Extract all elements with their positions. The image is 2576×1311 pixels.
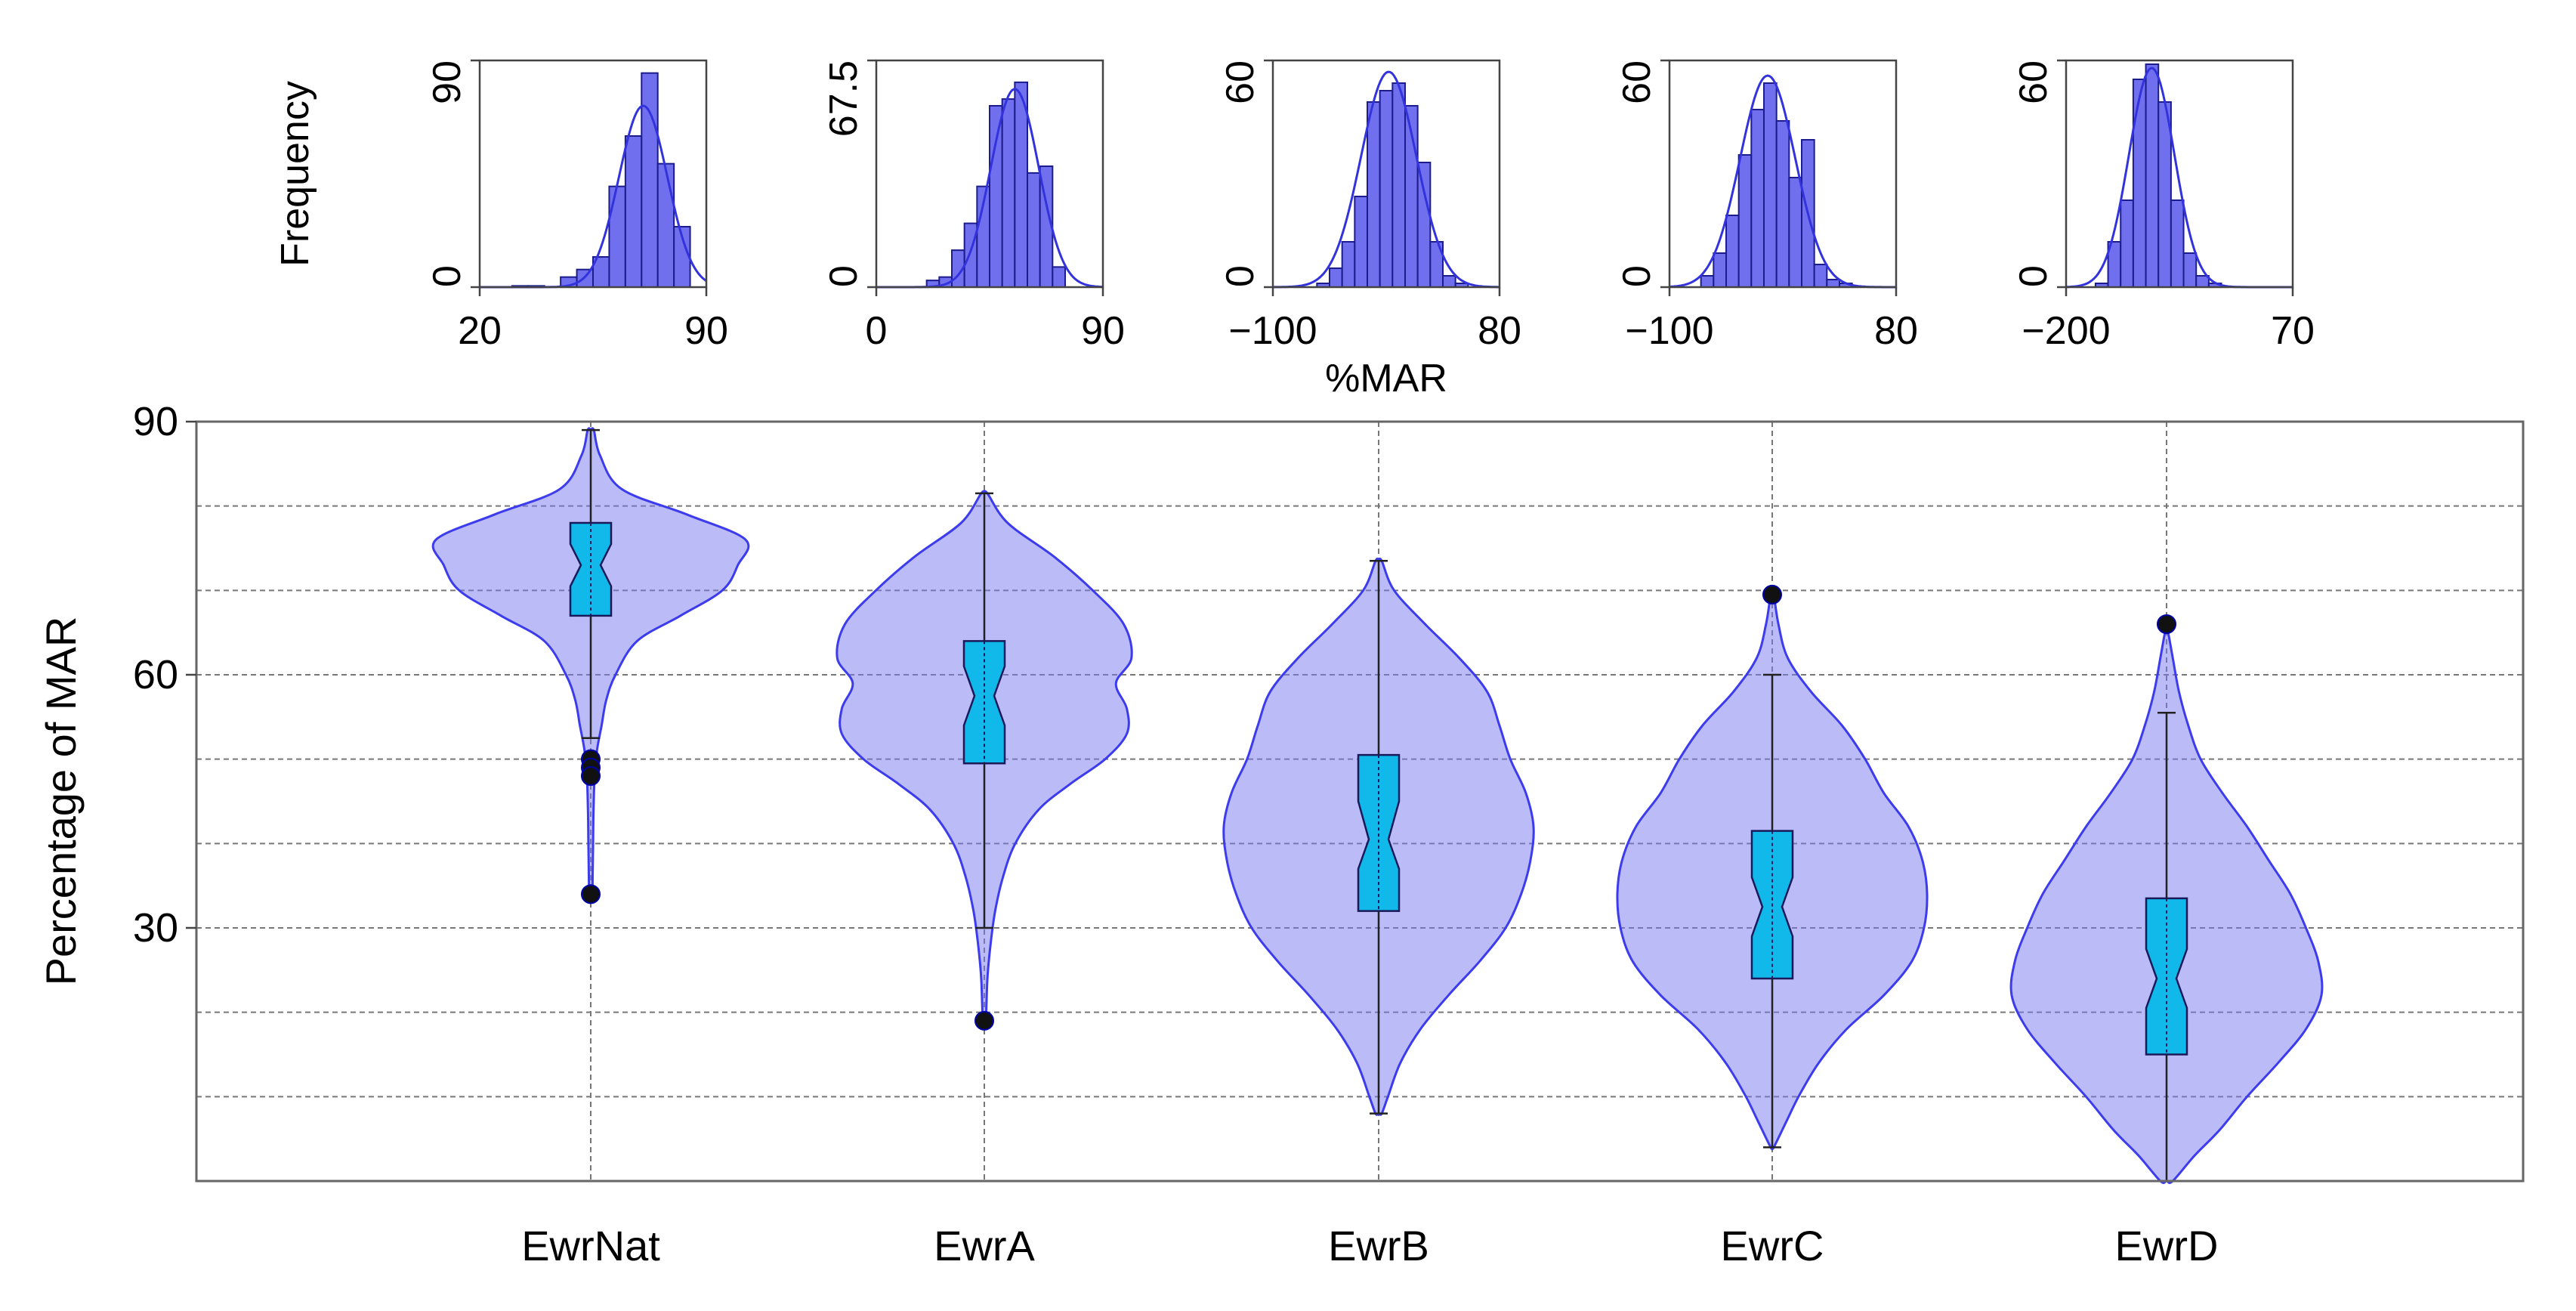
- notched-box: [1357, 753, 1401, 912]
- notched-box: [2145, 897, 2188, 1056]
- hist-bar: [1813, 264, 1828, 288]
- x-tick-label: −100: [1228, 309, 1317, 353]
- hist-bar: [2120, 199, 2134, 288]
- hist-bar: [1763, 82, 1778, 288]
- hist-bar: [1775, 120, 1790, 288]
- hist-bar: [1750, 109, 1765, 288]
- violin-ewrnat: EwrNat: [431, 427, 750, 1269]
- hist-bar: [1027, 172, 1041, 288]
- y-tick-label: 90: [425, 60, 469, 104]
- y-tick-label: 60: [1219, 60, 1262, 104]
- hist-bar: [2170, 199, 2185, 288]
- x-tick-label: 80: [1874, 309, 1918, 353]
- hist-bar: [1329, 267, 1343, 288]
- hist-bar: [2132, 79, 2147, 288]
- category-label: EwrC: [1721, 1222, 1824, 1269]
- histogram-panel-ewrc: −100 80 0 60: [1615, 59, 1918, 353]
- panel-frame: [478, 59, 708, 289]
- hist-bar: [1713, 252, 1727, 288]
- hist-bar: [656, 162, 675, 288]
- x-tick-label: −100: [1625, 309, 1713, 353]
- hist-bar: [1354, 196, 1369, 288]
- density-curve: [1669, 74, 1896, 289]
- hist-bar: [624, 135, 643, 288]
- hist-bar: [1725, 215, 1740, 288]
- y-tick-label: 0: [2012, 265, 2056, 287]
- hist-bar: [1014, 81, 1029, 288]
- y-tick-label: 67.5: [822, 60, 866, 137]
- histogram-panel-ewra: 0 90 0 67.5: [822, 59, 1125, 353]
- hist-bar: [1826, 279, 1840, 288]
- hist-bar: [1700, 275, 1715, 288]
- y-tick-label: 30: [133, 905, 178, 951]
- y-tick-label: 60: [1615, 60, 1659, 104]
- violin-ewrb: EwrB: [1222, 557, 1535, 1269]
- panel-frame: [1271, 59, 1501, 289]
- hist-bar: [1052, 266, 1067, 289]
- histogram-panel-ewrd: −200 70 0 60: [2012, 59, 2315, 353]
- x-tick-label: 90: [684, 309, 728, 353]
- category-label: EwrNat: [521, 1222, 660, 1269]
- x-tick-label: 70: [2271, 309, 2315, 353]
- y-tick-label: 0: [822, 265, 866, 287]
- y-tick-label: 90: [133, 399, 178, 444]
- y-tick-label: 60: [2012, 60, 2056, 104]
- violin-plot: EwrNat EwrA EwrB EwrC EwrD 30 60 90 Percentage o…: [37, 399, 2525, 1269]
- hist-bar: [989, 105, 1003, 288]
- hist-bar: [2145, 63, 2160, 288]
- x-tick-label: 20: [458, 309, 502, 353]
- hist-bar: [1001, 98, 1016, 288]
- notched-box: [569, 521, 613, 617]
- hist-bar: [1341, 241, 1356, 288]
- hist-bar: [608, 185, 626, 288]
- hist-bar: [1367, 101, 1381, 288]
- violin-ewrd: EwrD: [2009, 614, 2324, 1269]
- outlier-point: [581, 766, 601, 786]
- x-tick-label: 0: [866, 309, 888, 353]
- hist-bar: [1442, 275, 1456, 288]
- percentage-axis-label: Percentage of MAR: [37, 617, 85, 986]
- hist-bar: [1391, 82, 1407, 288]
- violin-ewra: EwrA: [836, 490, 1133, 1269]
- y-tick-label: 0: [1219, 265, 1262, 287]
- outlier-point: [581, 884, 601, 904]
- histogram-panel-ewrb: −100 80 0 60 %MAR: [1219, 59, 1521, 400]
- panel-frame: [875, 59, 1104, 289]
- category-label: EwrB: [1328, 1222, 1429, 1269]
- outlier-point: [2157, 614, 2176, 634]
- plot-frame: [195, 420, 2525, 1183]
- y-tick-label: 0: [425, 265, 469, 287]
- histogram-panel-ewrnat: 20 90 0 90 Frequency: [273, 59, 728, 353]
- hist-bar: [1788, 177, 1802, 288]
- hist-bar: [2182, 252, 2198, 288]
- outlier-point: [974, 1010, 994, 1031]
- y-tick-label: 0: [1615, 265, 1659, 287]
- y-tick-label: 60: [133, 652, 178, 697]
- x-tick-label: −200: [2022, 309, 2110, 353]
- frequency-axis-label: Frequency: [273, 81, 317, 267]
- category-label: EwrA: [934, 1222, 1035, 1269]
- hist-bar: [1379, 90, 1394, 288]
- outlier-point: [1762, 584, 1782, 604]
- category-label: EwrD: [2115, 1222, 2219, 1269]
- violin-ewrc: EwrC: [1616, 584, 1929, 1269]
- density-curve: [1272, 70, 1500, 289]
- panel-frame: [2065, 59, 2294, 289]
- x-tick-label: 90: [1081, 309, 1125, 353]
- hist-bar: [1737, 154, 1753, 288]
- x-tick-label: 80: [1478, 309, 1521, 353]
- hist-bar: [1416, 162, 1432, 288]
- mar-axis-label: %MAR: [1325, 357, 1447, 400]
- panel-frame: [1668, 59, 1898, 289]
